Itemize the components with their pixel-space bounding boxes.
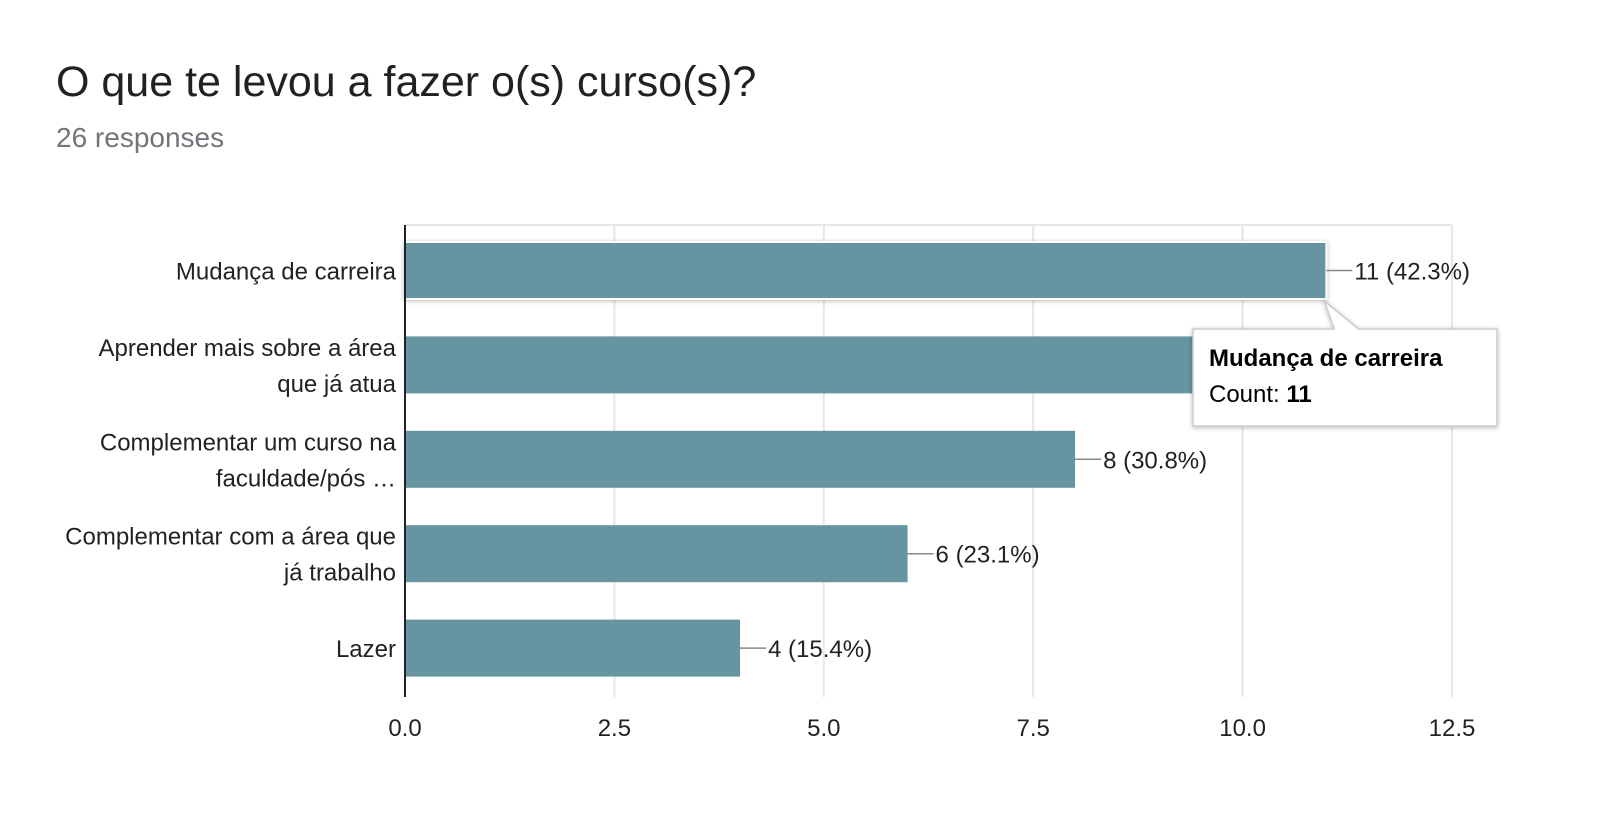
x-tick-label: 2.5 <box>598 715 631 742</box>
x-tick-label: 5.0 <box>807 715 840 742</box>
category-label: que já atua <box>277 371 396 398</box>
x-tick-label: 0.0 <box>388 715 421 742</box>
tooltip: Mudança de carreira Count: 11 <box>1192 298 1498 427</box>
category-label: Lazer <box>336 636 396 663</box>
data-label: 6 (23.1%) <box>936 542 1040 569</box>
bar[interactable] <box>405 336 1243 394</box>
x-tick-label: 12.5 <box>1429 715 1476 742</box>
category-label: Complementar um curso na <box>100 429 397 456</box>
category-label: já trabalho <box>283 560 396 587</box>
category-label: faculdade/pós … <box>216 465 396 492</box>
category-label: Complementar com a área que <box>65 524 396 551</box>
data-label: 4 (15.4%) <box>768 636 872 663</box>
category-label: Mudança de carreira <box>176 259 397 286</box>
tooltip-title: Mudança de carreira <box>1209 345 1443 372</box>
data-label: 11 (42.3%) <box>1354 259 1470 286</box>
category-label: Aprender mais sobre a área <box>99 335 397 362</box>
response-count: 26 responses <box>56 122 225 153</box>
bar[interactable] <box>405 619 741 677</box>
tooltip-box <box>1192 298 1498 427</box>
x-tick-label: 7.5 <box>1017 715 1050 742</box>
chart-title: O que te levou a fazer o(s) curso(s)? <box>56 58 757 106</box>
bar[interactable] <box>404 241 1328 300</box>
bar[interactable] <box>405 525 908 583</box>
tooltip-count: Count: 11 <box>1209 381 1312 408</box>
x-tick-label: 10.0 <box>1219 715 1266 742</box>
bar[interactable] <box>405 430 1076 488</box>
data-label: 8 (30.8%) <box>1103 447 1207 474</box>
